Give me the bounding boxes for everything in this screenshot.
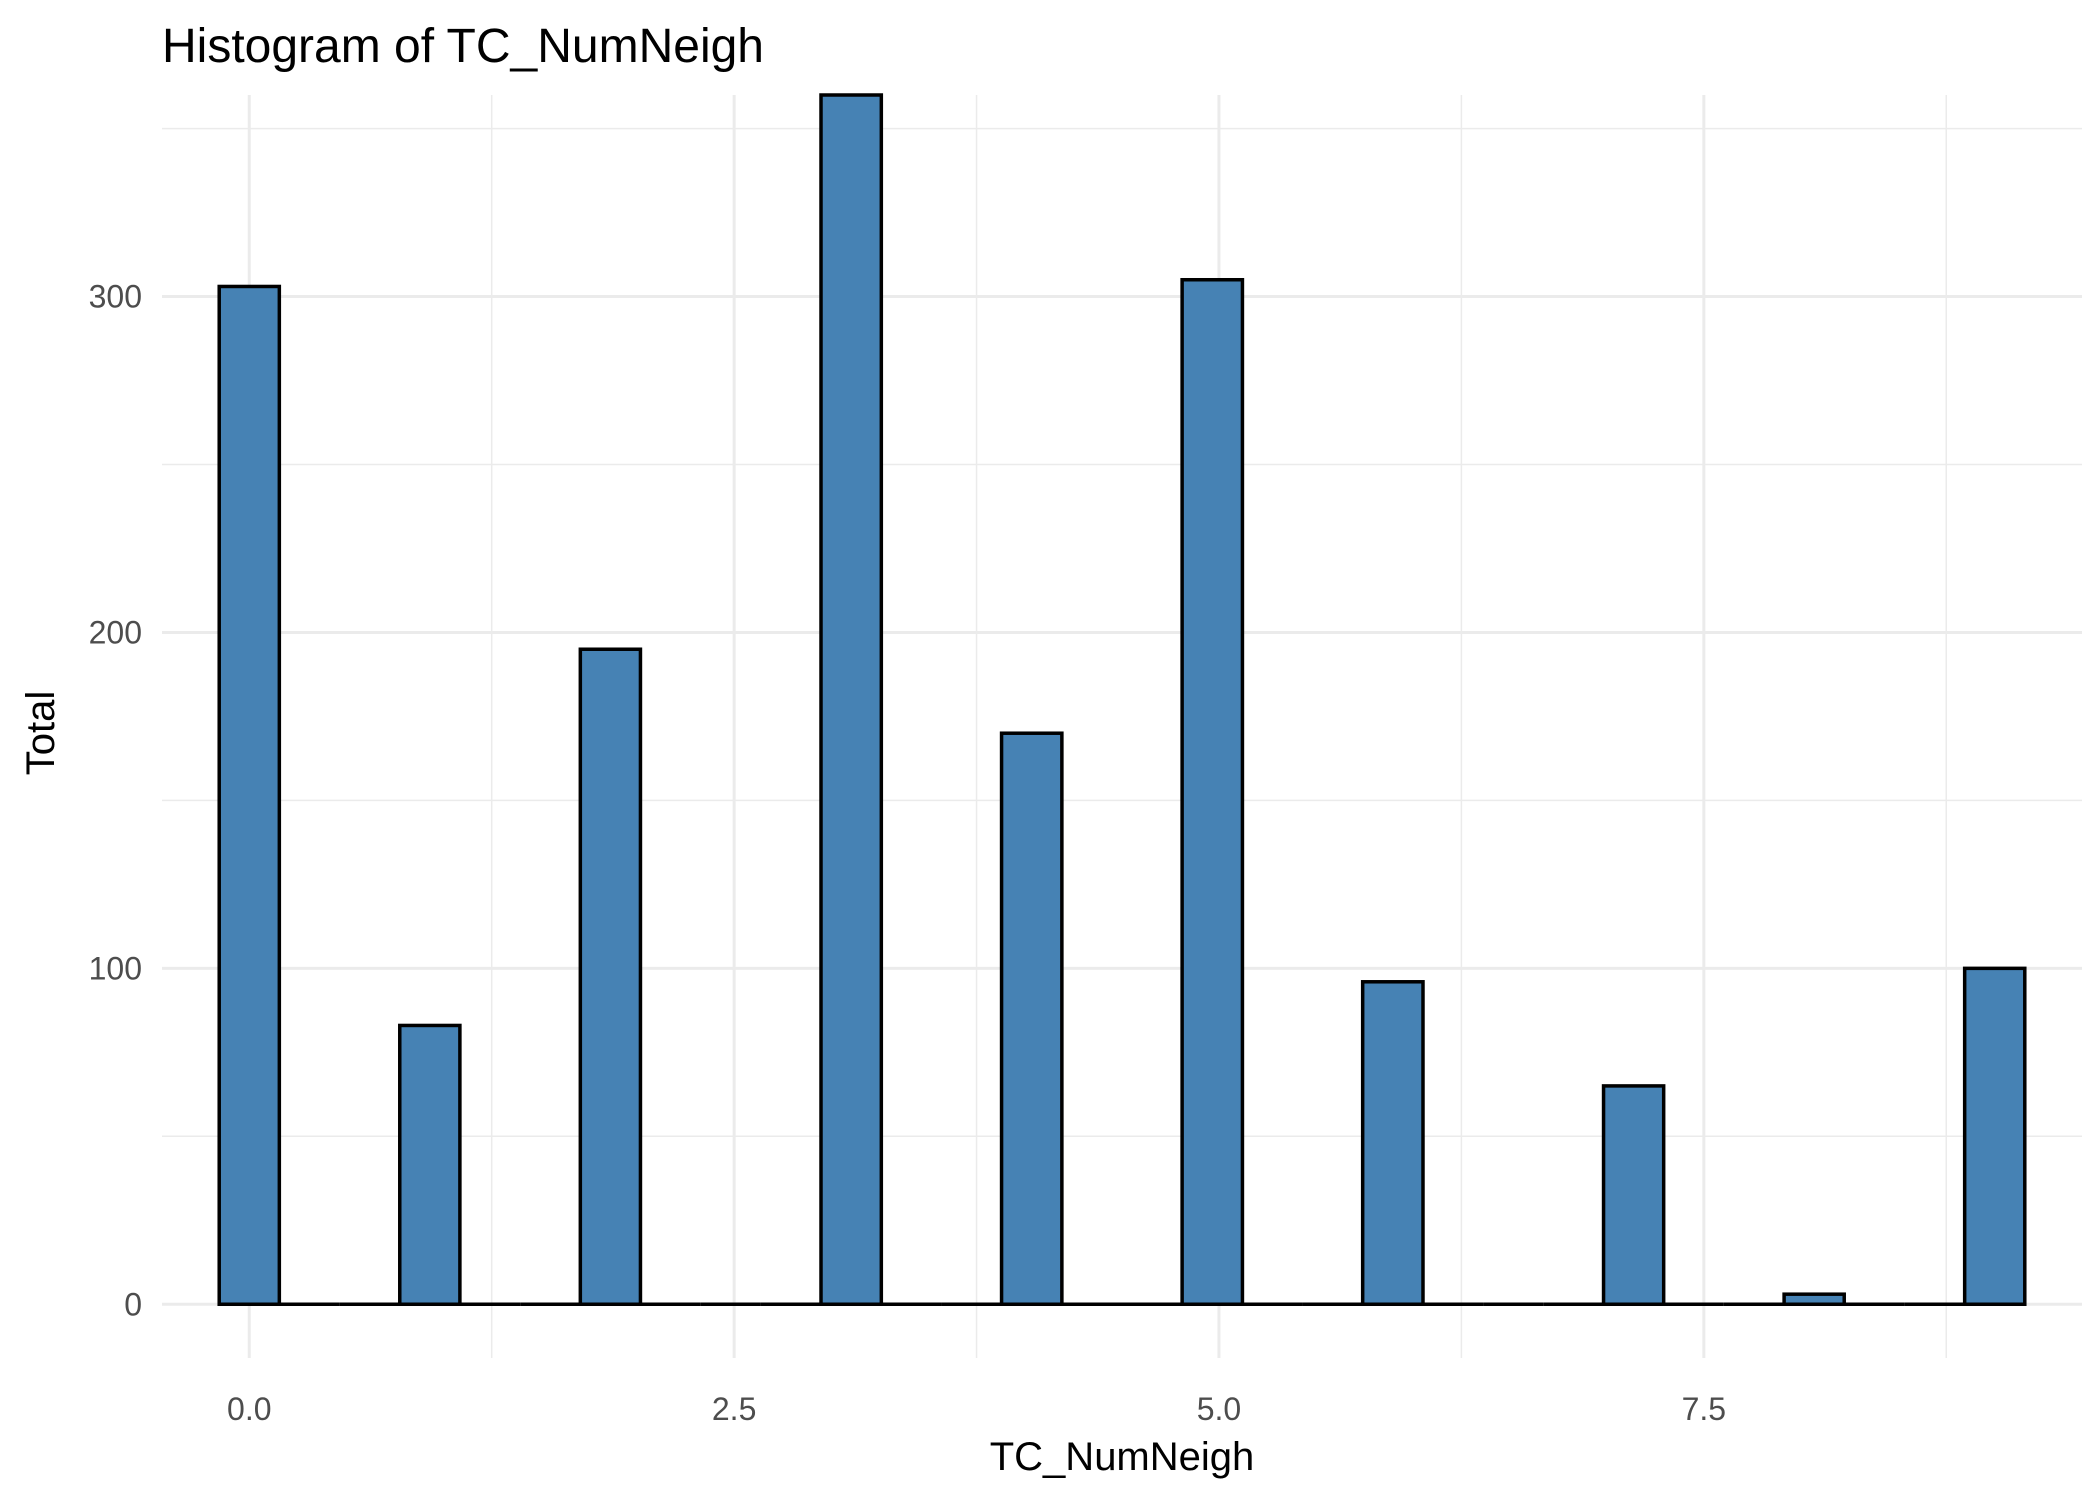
histogram-bar xyxy=(1360,980,1425,1307)
x-tick-label: 2.5 xyxy=(712,1391,756,1427)
histogram-bar xyxy=(398,1023,462,1307)
x-axis-tick-labels: 0.0 2.5 5.0 7.5 xyxy=(227,1391,1726,1427)
x-tick-label: 5.0 xyxy=(1197,1391,1241,1427)
y-tick-label: 0 xyxy=(124,1286,142,1322)
y-tick-label: 200 xyxy=(89,614,142,650)
x-tick-label: 0.0 xyxy=(227,1391,271,1427)
histogram-bar xyxy=(999,731,1064,1307)
histogram-bars xyxy=(217,93,2027,1307)
x-axis-title: TC_NumNeigh xyxy=(990,1435,1255,1479)
histogram-bar xyxy=(1962,966,2027,1307)
histogram-bar xyxy=(1601,1084,1666,1307)
histogram-bar xyxy=(819,93,884,1307)
chart-title: Histogram of TC_NumNeigh xyxy=(162,20,764,73)
histogram-bar xyxy=(1782,1292,1846,1307)
histogram-bar xyxy=(578,647,643,1307)
histogram-bar xyxy=(217,284,282,1307)
histogram-bar xyxy=(1180,277,1245,1307)
x-tick-label: 7.5 xyxy=(1682,1391,1726,1427)
y-tick-label: 300 xyxy=(89,279,142,315)
y-axis-title: Total xyxy=(19,691,63,776)
y-axis-tick-labels: 0 100 200 300 xyxy=(89,279,142,1323)
y-tick-label: 100 xyxy=(89,950,142,986)
